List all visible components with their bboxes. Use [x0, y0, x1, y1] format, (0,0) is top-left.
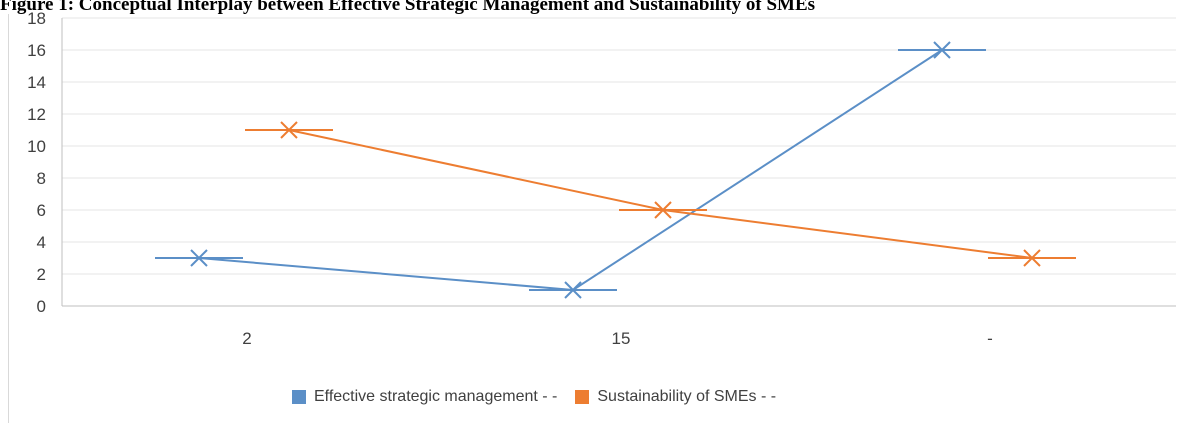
chart-frame-edge: [8, 14, 9, 423]
legend-label-series-1: Effective strategic management - -: [314, 388, 558, 405]
y-tick-label: 10: [27, 137, 46, 156]
y-tick-label: 14: [27, 73, 46, 92]
data-point-marker: [898, 41, 986, 59]
data-point-marker: [529, 281, 617, 299]
legend-swatch-series-2: [575, 390, 590, 404]
tick-labels: 0 2 4 6 8 10 12 14 16 18 2 15 -: [27, 9, 993, 348]
y-tick-label: 12: [27, 105, 46, 124]
x-tick-label: -: [987, 329, 993, 348]
data-point-marker: [155, 249, 243, 267]
legend-item-series-1: Effective strategic management - -: [292, 388, 557, 406]
y-tick-label: 6: [37, 201, 46, 220]
legend-item-series-2: Sustainability of SMEs - -: [575, 388, 776, 406]
y-tick-label: 16: [27, 41, 46, 60]
y-tick-label: 2: [37, 265, 46, 284]
y-tick-label: 4: [37, 233, 46, 252]
x-tick-label: 15: [612, 329, 631, 348]
legend: Effective strategic management - - Susta…: [292, 388, 794, 406]
axes: [61, 18, 1176, 307]
series: [155, 41, 1076, 299]
legend-swatch-series-1: [292, 390, 306, 404]
data-point-marker: [988, 249, 1076, 267]
series-line-1: [198, 49, 943, 292]
x-tick-label: 2: [242, 329, 251, 348]
data-point-marker: [619, 201, 707, 219]
y-tick-label: 8: [37, 169, 46, 188]
y-tick-label: 18: [27, 9, 46, 28]
legend-label-series-2: Sustainability of SMEs - -: [597, 388, 777, 405]
figure-caption: Figure 1: Conceptual Interplay between E…: [0, 0, 816, 15]
data-point-marker: [245, 121, 333, 139]
series-line-2: [288, 129, 1033, 259]
y-tick-label: 0: [37, 297, 46, 316]
gridlines: [62, 17, 1176, 275]
